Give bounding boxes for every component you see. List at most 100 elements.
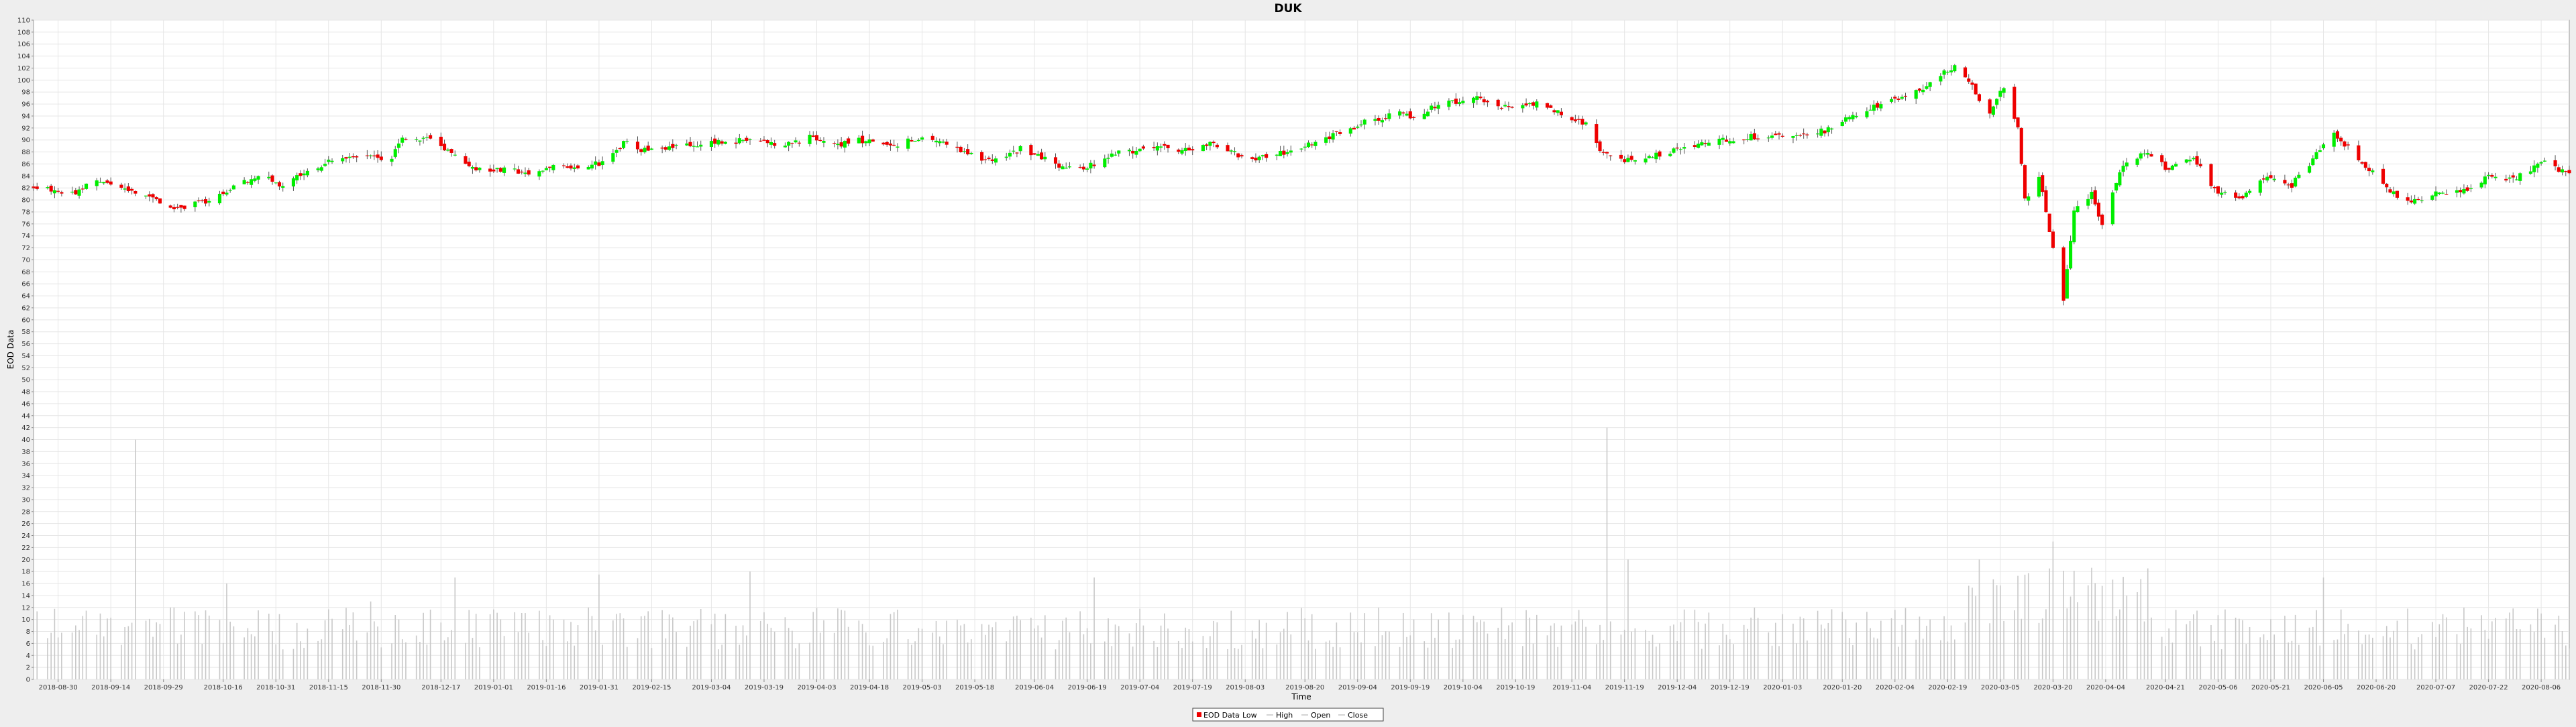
y-tick-label: 84 [21,173,30,180]
candle-up [2311,158,2315,166]
x-tick-label: 2019-12-04 [1658,684,1697,691]
x-tick-label: 2019-10-04 [1444,684,1483,691]
y-tick-label: 82 [21,185,30,192]
candle-down [1482,99,1486,103]
y-tick-label: 30 [21,496,30,504]
candle-down [2212,186,2216,188]
candle-up [1535,101,1539,108]
candle-up [2297,174,2301,178]
candle-down [126,186,130,191]
candle-down [1977,94,1982,101]
candle-down [1250,157,1254,159]
candle-down [130,188,134,191]
candle-up [1257,156,1261,160]
candle-up [1840,121,1844,127]
candle-up [84,183,89,189]
candle-up [1794,135,1799,136]
x-tick-label: 2018-09-29 [144,684,183,691]
candle-up [347,156,352,158]
candle-up [1626,158,1630,162]
candle-down [449,149,453,153]
y-tick-label: 72 [21,245,30,252]
candle-down [1187,148,1191,151]
candle-up [920,137,924,140]
x-tick-label: 2018-09-14 [91,684,130,691]
candle-down [1205,144,1209,146]
candle-up [2135,158,2139,165]
x-tick-label: 2020-01-03 [1763,684,1802,691]
candle-down [439,136,443,146]
candle-down [2343,141,2347,147]
candle-up [1949,70,1953,72]
candle-down [1967,78,1971,82]
x-tick-label: 2019-03-04 [692,684,731,691]
candle-up [1117,150,1121,154]
candle-up [2110,192,2114,225]
candle-down [871,139,875,142]
candle-up [1113,154,1118,156]
candle-up [2518,173,2522,181]
y-tick-label: 66 [21,281,30,288]
legend-label: Open [1311,711,1330,720]
candle-up [231,185,235,190]
y-tick-label: 98 [21,89,30,97]
candle-down [176,207,180,208]
candle-up [2493,176,2498,178]
candle-up [938,141,942,144]
candle-up [102,182,106,184]
candle-down [1212,142,1216,144]
candle-down [60,192,64,194]
candle-down [133,190,138,194]
candle-up [393,149,397,157]
candle-down [1152,147,1156,149]
candle-up [572,167,576,169]
candle-up [836,144,840,146]
candle-up [1430,105,1434,110]
candle-up [1155,146,1159,151]
candle-up [1721,137,1725,140]
candle-up [614,150,619,153]
x-axis-label: Time [1291,692,1311,702]
y-tick-label: 38 [21,449,30,456]
candle-down [1141,146,1145,149]
candle-down [811,135,815,137]
candle-up [1556,110,1560,113]
candle-down [203,199,208,204]
candle-down [720,141,724,144]
candle-down [1081,166,1085,170]
candle-down [983,159,987,160]
candle-down [635,142,640,150]
candle-up [1991,106,1995,115]
candle-down [1619,154,1623,159]
candle-down [1377,117,1381,121]
candle-down [105,180,109,183]
y-tick-label: 26 [21,520,30,528]
candle-up [716,139,720,145]
candle-down [2051,231,2055,248]
x-tick-label: 2019-12-19 [1711,684,1750,691]
candle-up [857,137,861,144]
candle-up [1331,133,1335,140]
candle-up [1373,119,1377,121]
x-tick-label: 2019-06-19 [1068,684,1107,691]
x-tick-label: 2019-02-15 [632,684,671,691]
candle-up [1447,101,1451,107]
candle-down [221,191,225,194]
candle-up [1289,150,1293,153]
candle-up [256,176,260,180]
candle-up [1159,146,1163,148]
candle-up [2434,191,2438,197]
y-tick-label: 68 [21,269,30,276]
candle-up [1770,135,1774,138]
candle-down [861,135,865,144]
candle-up [2528,171,2532,174]
y-tick-label: 24 [21,533,30,540]
candle-down [2564,170,2568,172]
candle-up [667,146,672,150]
candle-up [2265,176,2269,181]
candle-up [1356,126,1360,128]
candle-up [794,140,798,143]
candle-down [713,138,717,144]
x-tick-label: 2019-05-03 [903,684,942,691]
candle-down [980,152,984,161]
